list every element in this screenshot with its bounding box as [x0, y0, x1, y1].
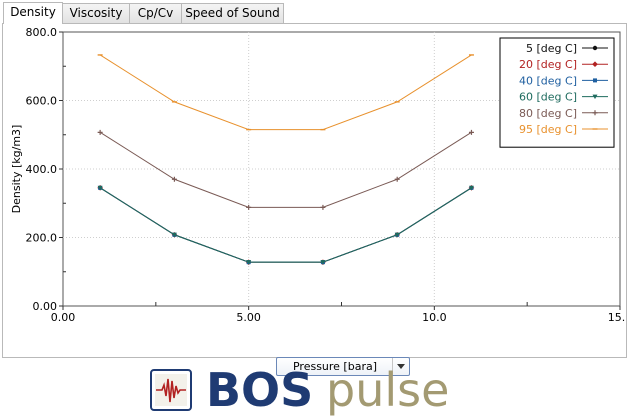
brand-name-pulse: pulse [326, 363, 450, 417]
y-axis-label: Density [kg/m3] [10, 125, 23, 214]
legend-entry-label: 40 [deg C] [519, 74, 577, 87]
data-point-3 [97, 185, 103, 191]
legend-swatch-marker [592, 94, 598, 100]
data-point-4 [468, 129, 474, 135]
waveform-logo-icon [150, 369, 192, 411]
data-point-4 [320, 204, 326, 210]
density-chart: 0.00 200.0 400.0 600.0 800.0 0.00 5.00 10.0 15.0… [10, 26, 626, 324]
brand-logo: BOS pulse [148, 363, 478, 418]
x-tick-label: 15.0 [608, 311, 626, 324]
tab-density[interactable]: Density [3, 2, 63, 24]
y-tick-label: 800.0 [26, 26, 58, 39]
series-line-3 [99, 187, 472, 263]
tab-viscosity[interactable]: Viscosity [62, 3, 130, 23]
data-point-3 [394, 232, 400, 238]
tab-bar: Density Viscosity Cp/Cv Speed of Sound [0, 2, 630, 24]
data-point-3 [246, 260, 252, 265]
series-line-5 [99, 54, 472, 131]
chart-panel: 0.00 200.0 400.0 600.0 800.0 0.00 5.00 10.0 15.0… [2, 23, 627, 376]
x-tick-label: 5.00 [236, 311, 261, 324]
data-point-4 [171, 176, 177, 182]
legend-swatch-marker [592, 45, 598, 51]
chevron-down-icon [397, 364, 405, 369]
legend-entry-label: 80 [deg C] [519, 107, 577, 120]
series-line-4 [99, 131, 472, 208]
dropdown-button[interactable] [392, 358, 409, 375]
legend-swatch-marker [592, 110, 598, 116]
x-axis-dropdown-value: Pressure [bara] [292, 360, 378, 373]
x-tick-label: 10.0 [422, 311, 447, 324]
legend-entry-label: 5 [deg C] [526, 42, 577, 55]
y-tick-label: 400.0 [26, 163, 58, 176]
legend-entry-label: 60 [deg C] [519, 91, 577, 104]
x-axis-dropdown[interactable]: Pressure [bara] [276, 357, 410, 376]
legend-swatch-marker [593, 78, 597, 83]
data-point-4 [246, 204, 252, 210]
legend-swatch-marker [592, 61, 598, 67]
legend-entry-label: 95 [deg C] [519, 123, 577, 136]
brand-name-bos: BOS [206, 363, 314, 417]
data-point-3 [171, 232, 177, 238]
data-point-4 [97, 129, 103, 135]
y-tick-label: 200.0 [26, 232, 58, 245]
tab-cp-cv[interactable]: Cp/Cv [129, 3, 182, 23]
x-tick-label: 0.00 [51, 311, 76, 324]
data-point-3 [468, 185, 474, 191]
y-tick-label: 600.0 [26, 95, 58, 108]
tab-speed-of-sound[interactable]: Speed of Sound [181, 3, 284, 23]
data-point-3 [320, 260, 326, 265]
data-point-4 [394, 176, 400, 182]
legend-entry-label: 20 [deg C] [519, 58, 577, 71]
y-tick-label: 0.00 [33, 300, 58, 313]
